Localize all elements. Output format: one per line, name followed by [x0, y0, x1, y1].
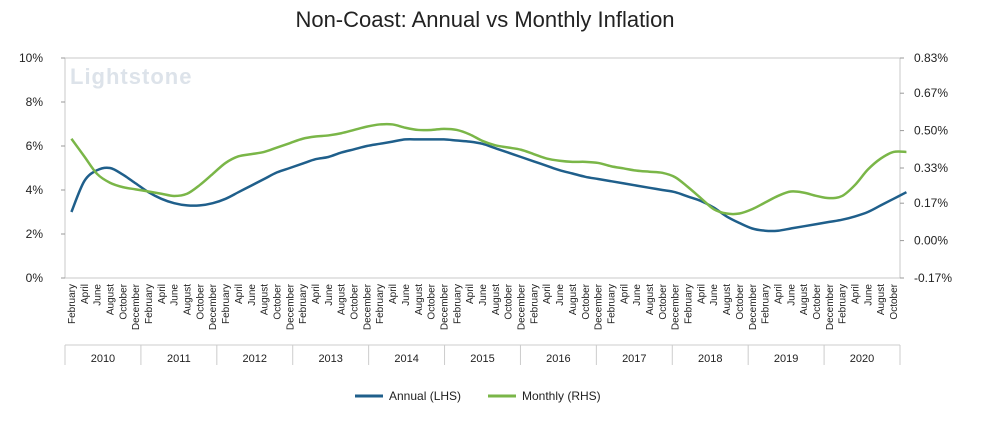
year-label: 2010: [91, 353, 115, 365]
y-tick-label: 2%: [26, 227, 44, 241]
x-tick-label: August: [337, 284, 348, 315]
x-tick-label: August: [568, 284, 579, 315]
x-tick-label: August: [105, 284, 116, 315]
x-tick-label: October: [118, 283, 129, 319]
x-tick-label: April: [311, 284, 322, 304]
x-tick-label: February: [375, 284, 386, 324]
x-tick-label: February: [684, 284, 695, 324]
x-tick-label: April: [696, 284, 707, 304]
x-tick-label: December: [208, 283, 219, 330]
x-tick-label: April: [851, 284, 862, 304]
x-tick-label: August: [491, 284, 502, 315]
x-tick-label: October: [272, 283, 283, 319]
x-tick-label: October: [812, 283, 823, 319]
line-series: [70, 137, 907, 233]
y2-tick-label: 0.67%: [914, 86, 948, 100]
y2-tick-label: 0.33%: [914, 161, 948, 175]
x-tick-label: October: [195, 283, 206, 319]
y2-tick-label: 0.17%: [914, 196, 948, 210]
year-label: 2013: [318, 353, 342, 365]
x-tick-label: December: [748, 283, 759, 330]
y-tick-label: 10%: [19, 51, 43, 65]
x-tick-label: December: [594, 283, 605, 330]
x-tick-label: February: [761, 284, 772, 324]
x-tick-label: April: [465, 284, 476, 304]
x-tick-label: June: [786, 284, 797, 306]
line-series: [70, 122, 907, 216]
legend-label: Monthly (RHS): [522, 389, 601, 403]
year-label: 2016: [546, 353, 570, 365]
x-tick-label: October: [581, 283, 592, 319]
x-tick-label: August: [722, 284, 733, 315]
x-tick-label: June: [170, 284, 181, 306]
year-label: 2014: [394, 353, 418, 365]
plot-frame: [64, 57, 901, 279]
x-tick-label: February: [606, 284, 617, 324]
year-label: 2020: [850, 353, 874, 365]
y2-tick-label: -0.17%: [914, 271, 952, 285]
x-tick-label: April: [619, 284, 630, 304]
x-tick-label: April: [157, 284, 168, 304]
x-tick-label: October: [658, 283, 669, 319]
y-tick-label: 6%: [26, 139, 44, 153]
x-tick-label: June: [324, 284, 335, 306]
year-label: 2019: [774, 353, 798, 365]
x-tick-label: August: [799, 284, 810, 315]
x-tick-label: June: [93, 284, 104, 306]
x-tick-label: June: [401, 284, 412, 306]
x-tick-label: June: [632, 284, 643, 306]
x-tick-label: December: [517, 283, 528, 330]
legend-label: Annual (LHS): [389, 389, 461, 403]
x-tick-label: August: [183, 284, 194, 315]
y2-tick-label: 0.50%: [914, 124, 948, 138]
x-tick-label: February: [221, 284, 232, 324]
x-tick-label: February: [838, 284, 849, 324]
x-tick-label: December: [439, 283, 450, 330]
x-tick-label: October: [889, 283, 900, 319]
year-label: 2011: [167, 353, 191, 365]
x-tick-label: October: [350, 283, 361, 319]
y2-tick-label: 0.00%: [914, 234, 948, 248]
x-tick-label: April: [542, 284, 553, 304]
year-label: 2018: [698, 353, 722, 365]
x-tick-label: October: [427, 283, 438, 319]
x-tick-label: February: [298, 284, 309, 324]
x-tick-label: April: [234, 284, 245, 304]
x-tick-label: December: [362, 283, 373, 330]
year-label: 2017: [622, 353, 646, 365]
x-tick-label: August: [645, 284, 656, 315]
x-tick-label: October: [735, 283, 746, 319]
y-tick-label: 0%: [26, 271, 44, 285]
y2-tick-label: 0.83%: [914, 51, 948, 65]
chart-title: Non-Coast: Annual vs Monthly Inflation: [295, 7, 674, 32]
x-tick-label: December: [671, 283, 682, 330]
watermark: Lightstone: [70, 64, 192, 89]
x-tick-label: June: [478, 284, 489, 306]
x-tick-label: February: [452, 284, 463, 324]
x-tick-label: June: [709, 284, 720, 306]
year-label: 2012: [243, 353, 267, 365]
x-tick-label: December: [285, 283, 296, 330]
x-tick-label: October: [504, 283, 515, 319]
x-tick-label: December: [825, 283, 836, 330]
x-tick-label: August: [414, 284, 425, 315]
x-tick-label: February: [67, 284, 78, 324]
x-tick-label: December: [131, 283, 142, 330]
x-tick-label: February: [529, 284, 540, 324]
x-tick-label: August: [260, 284, 271, 315]
year-label: 2015: [470, 353, 494, 365]
x-tick-label: April: [80, 284, 91, 304]
x-tick-label: April: [388, 284, 399, 304]
y-tick-label: 4%: [26, 183, 44, 197]
x-tick-label: February: [144, 284, 155, 324]
x-tick-label: June: [555, 284, 566, 306]
y-tick-label: 8%: [26, 95, 44, 109]
x-tick-label: June: [247, 284, 258, 306]
x-tick-label: June: [863, 284, 874, 306]
x-tick-label: April: [773, 284, 784, 304]
x-tick-label: August: [876, 284, 887, 315]
